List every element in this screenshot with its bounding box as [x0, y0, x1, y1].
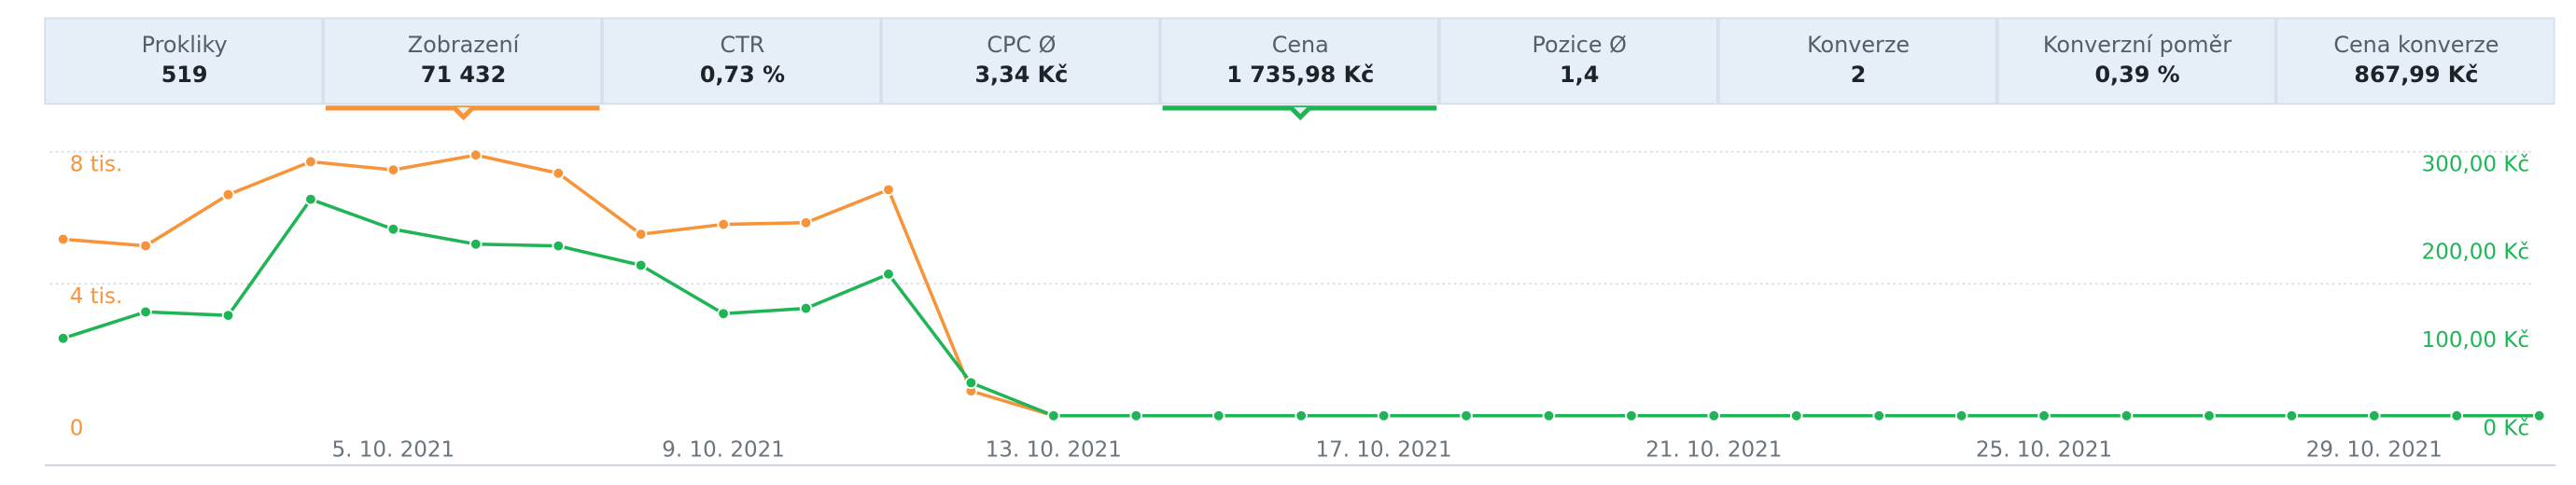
tab-value: 1 735,98 Kč	[1226, 62, 1374, 88]
data-point	[221, 309, 235, 322]
y2-tick-label: 0 Kč	[2483, 416, 2529, 440]
tab-value: 3,34 Kč	[974, 62, 1068, 88]
data-point	[1377, 409, 1391, 423]
data-point	[717, 307, 730, 321]
data-point	[552, 239, 565, 253]
tab-value: 2	[1851, 62, 1867, 88]
data-point	[1954, 409, 1968, 423]
data-point	[634, 258, 648, 272]
tab-caret-inner	[456, 106, 470, 115]
data-point	[1542, 409, 1556, 423]
y2-tick-label: 200,00 Kč	[2422, 241, 2529, 265]
y2-tick-label: 300,00 Kč	[2422, 152, 2529, 176]
tab-caret-inner	[1294, 106, 1308, 115]
data-point	[1707, 409, 1721, 423]
data-point	[221, 187, 235, 201]
data-point	[1211, 409, 1225, 423]
data-point	[2532, 409, 2546, 423]
series-line	[63, 153, 2540, 418]
metric-tab[interactable]	[1717, 17, 1997, 105]
y2-tick-label: 100,00 Kč	[2422, 328, 2529, 353]
data-point	[634, 228, 648, 241]
tab-label: Cena	[1272, 32, 1329, 58]
metric-tab[interactable]	[881, 17, 1160, 105]
x-tick-label: 5. 10. 2021	[332, 437, 455, 462]
data-point	[2450, 409, 2463, 423]
metric-tab[interactable]	[44, 17, 324, 105]
metric-tab[interactable]	[1438, 17, 1718, 105]
series-line	[63, 197, 2540, 418]
tab-value: 71 432	[421, 62, 506, 88]
data-point	[2037, 409, 2051, 423]
data-point	[139, 305, 152, 319]
data-point	[1295, 409, 1308, 423]
tab-value: 0,39 %	[2094, 62, 2179, 88]
data-point	[1047, 409, 1060, 423]
data-point	[882, 268, 895, 281]
tab-caret	[1288, 108, 1312, 121]
x-tick-label: 29. 10. 2021	[2306, 437, 2443, 462]
data-point	[1625, 409, 1638, 423]
data-point	[1129, 409, 1143, 423]
metric-tab[interactable]	[2275, 17, 2555, 105]
data-point	[1872, 409, 1885, 423]
x-tick-label: 13. 10. 2021	[986, 437, 1122, 462]
data-point	[799, 216, 813, 229]
tab-label: Prokliky	[142, 32, 228, 58]
tab-value: 519	[161, 62, 208, 88]
data-point	[2120, 409, 2134, 423]
tab-value: 0,73 %	[700, 62, 785, 88]
tab-label: Pozice Ø	[1532, 32, 1626, 58]
metric-tab[interactable]	[1996, 17, 2276, 105]
metric-tab[interactable]	[1159, 17, 1439, 105]
data-point	[56, 232, 70, 246]
data-point	[469, 148, 483, 161]
data-point	[386, 223, 400, 236]
tab-label: Konverze	[1807, 32, 1910, 58]
tab-caret	[452, 108, 475, 121]
data-point	[56, 331, 70, 345]
x-tick-label: 9. 10. 2021	[662, 437, 785, 462]
data-point	[2368, 409, 2381, 423]
metric-tab[interactable]	[323, 17, 603, 105]
data-point	[964, 376, 978, 390]
tab-label: Zobrazení	[408, 32, 521, 58]
data-point	[304, 155, 317, 169]
x-tick-label: 17. 10. 2021	[1315, 437, 1451, 462]
y-tick-label: 8 tis.	[70, 152, 123, 176]
tab-label: Cena konverze	[2333, 32, 2499, 58]
data-point	[2203, 409, 2216, 423]
data-point	[799, 301, 813, 315]
tab-value: 1,4	[1560, 62, 1599, 88]
tab-value: 867,99 Kč	[2354, 62, 2478, 88]
y-tick-label: 4 tis.	[70, 284, 123, 309]
y-tick-label: 0	[70, 416, 84, 440]
metric-tab[interactable]	[602, 17, 882, 105]
data-point	[386, 163, 400, 176]
data-point	[2285, 409, 2299, 423]
data-point	[552, 166, 565, 180]
x-tick-label: 21. 10. 2021	[1645, 437, 1782, 462]
data-point	[1460, 409, 1473, 423]
tab-label: CTR	[721, 32, 765, 58]
data-point	[717, 217, 730, 231]
data-point	[139, 239, 152, 253]
data-point	[882, 183, 895, 197]
tab-label: Konverzní poměr	[2043, 32, 2232, 58]
data-point	[1790, 409, 1803, 423]
data-point	[469, 238, 483, 251]
data-point	[304, 192, 317, 206]
tab-label: CPC Ø	[987, 32, 1056, 58]
x-tick-label: 25. 10. 2021	[1976, 437, 2112, 462]
